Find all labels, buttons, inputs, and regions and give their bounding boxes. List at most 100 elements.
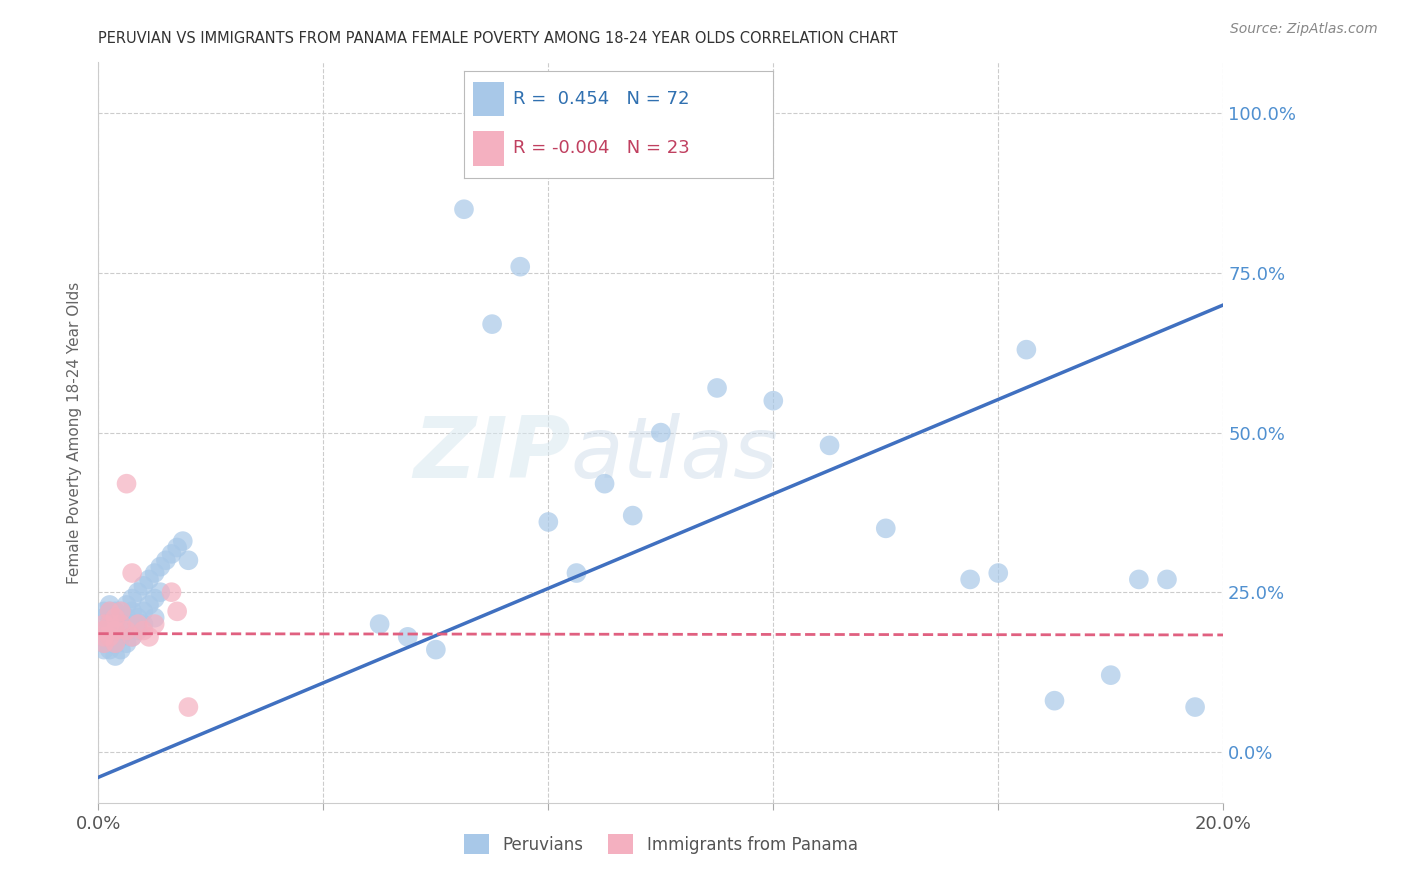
FancyBboxPatch shape	[474, 131, 505, 166]
Point	[138, 573, 160, 587]
Point	[650, 425, 672, 440]
Point	[93, 630, 115, 644]
Text: PERUVIAN VS IMMIGRANTS FROM PANAMA FEMALE POVERTY AMONG 18-24 YEAR OLDS CORRELAT: PERUVIAN VS IMMIGRANTS FROM PANAMA FEMAL…	[98, 31, 898, 46]
Point	[1156, 573, 1178, 587]
Point	[160, 585, 183, 599]
Text: atlas: atlas	[571, 413, 779, 496]
Point	[104, 611, 127, 625]
Text: ZIP: ZIP	[413, 413, 571, 496]
Y-axis label: Female Poverty Among 18-24 Year Olds: Female Poverty Among 18-24 Year Olds	[67, 282, 83, 583]
Point	[93, 611, 115, 625]
Point	[959, 573, 981, 587]
Point	[110, 617, 132, 632]
Point	[166, 604, 188, 618]
Point	[396, 630, 419, 644]
Point	[453, 202, 475, 217]
Point	[110, 611, 132, 625]
Point	[138, 598, 160, 612]
Point	[509, 260, 531, 274]
FancyBboxPatch shape	[474, 82, 505, 116]
Point	[155, 553, 177, 567]
Point	[127, 624, 149, 638]
Point	[98, 617, 121, 632]
Point	[143, 611, 166, 625]
Point	[93, 617, 115, 632]
Point	[98, 604, 121, 618]
Point	[104, 617, 127, 632]
Point	[537, 515, 560, 529]
Point	[177, 700, 200, 714]
Point	[132, 617, 155, 632]
Point	[104, 624, 127, 638]
Point	[110, 604, 132, 618]
Point	[121, 630, 143, 644]
Point	[115, 624, 138, 638]
Point	[93, 604, 115, 618]
Point	[172, 534, 194, 549]
Point	[110, 630, 132, 644]
Point	[762, 393, 785, 408]
Point	[93, 636, 115, 650]
Point	[149, 559, 172, 574]
Text: R =  0.454   N = 72: R = 0.454 N = 72	[513, 90, 690, 108]
Point	[121, 617, 143, 632]
Point	[115, 598, 138, 612]
Point	[110, 642, 132, 657]
Point	[138, 630, 160, 644]
Point	[1015, 343, 1038, 357]
Point	[149, 585, 172, 599]
Point	[98, 598, 121, 612]
Point	[706, 381, 728, 395]
Point	[132, 579, 155, 593]
Point	[875, 521, 897, 535]
Point	[98, 624, 121, 638]
Point	[143, 591, 166, 606]
Point	[98, 604, 121, 618]
Point	[98, 617, 121, 632]
Point	[104, 611, 127, 625]
Point	[593, 476, 616, 491]
Point	[98, 642, 121, 657]
Point	[177, 553, 200, 567]
Point	[121, 591, 143, 606]
Point	[104, 636, 127, 650]
Point	[425, 642, 447, 657]
Point	[1099, 668, 1122, 682]
Point	[987, 566, 1010, 580]
Point	[127, 611, 149, 625]
Point	[93, 636, 115, 650]
Point	[481, 317, 503, 331]
Point	[104, 648, 127, 663]
Point	[110, 604, 132, 618]
Point	[621, 508, 644, 523]
Point	[143, 566, 166, 580]
Point	[132, 624, 155, 638]
Point	[104, 604, 127, 618]
Point	[115, 611, 138, 625]
Point	[104, 624, 127, 638]
Point	[1128, 573, 1150, 587]
Point	[121, 630, 143, 644]
Point	[143, 617, 166, 632]
Point	[127, 617, 149, 632]
Point	[93, 642, 115, 657]
Point	[93, 624, 115, 638]
Point	[1043, 694, 1066, 708]
Point	[115, 624, 138, 638]
Point	[115, 476, 138, 491]
Point	[121, 604, 143, 618]
Point	[121, 566, 143, 580]
Point	[127, 585, 149, 599]
Point	[104, 636, 127, 650]
Point	[115, 636, 138, 650]
Point	[110, 617, 132, 632]
Point	[98, 630, 121, 644]
Point	[565, 566, 588, 580]
Point	[1184, 700, 1206, 714]
Point	[98, 630, 121, 644]
Text: Source: ZipAtlas.com: Source: ZipAtlas.com	[1230, 22, 1378, 37]
Point	[93, 624, 115, 638]
Point	[132, 604, 155, 618]
Legend: Peruvians, Immigrants from Panama: Peruvians, Immigrants from Panama	[457, 828, 865, 861]
Point	[93, 630, 115, 644]
